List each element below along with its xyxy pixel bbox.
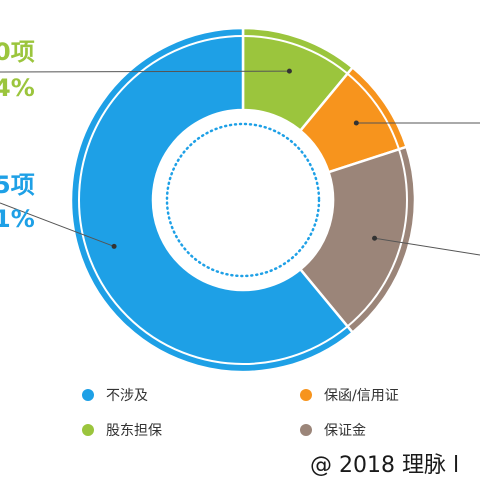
legend: 不涉及 保函/信用证 股东担保 保证金 [82, 388, 399, 439]
callout-bushe: 5项 1% [0, 171, 35, 233]
legend-item-baozhengjin: 保证金 [300, 423, 366, 439]
legend-item-baohan: 保函/信用证 [300, 388, 399, 404]
legend-swatch [82, 389, 94, 401]
legend-label-gudong: 股东担保 [106, 423, 162, 439]
leader-baozhengjin [374, 237, 480, 256]
leader-lines [0, 68, 480, 256]
legend-label-baohan: 保函/信用证 [324, 388, 399, 404]
legend-swatch [300, 389, 312, 401]
donut-slices [69, 26, 417, 374]
leader-bushe-dot [111, 243, 117, 249]
legend-item-gudong: 股东担保 [82, 423, 162, 439]
legend-label-bushe: 不涉及 [106, 388, 148, 404]
callout-bushe-count: 5项 [0, 171, 35, 199]
legend-label-baozhengjin: 保证金 [324, 423, 366, 439]
legend-swatch [82, 424, 94, 436]
donut-inner-dotted-ring [165, 122, 321, 278]
legend-item-bushe: 不涉及 [82, 388, 148, 404]
leader-gudong [0, 70, 290, 73]
donut-slice-3 [298, 145, 417, 335]
leader-gudong-dot [286, 68, 292, 74]
callout-gushu-percent: 4% [0, 74, 35, 102]
callout-gushu-count: 0项 [0, 38, 35, 66]
leader-baohan-dot [353, 120, 359, 126]
leader-baozhengjin-dot [372, 235, 378, 241]
callout-bushe-percent: 1% [0, 205, 35, 233]
donut-slice-4 [69, 26, 355, 374]
callout-gushu: 0项 4% [0, 38, 35, 102]
credit-watermark: @ 2018 理脉 l [310, 453, 459, 478]
leader-bushe [0, 202, 115, 247]
donut-inner-separator-ring [78, 35, 408, 365]
legend-swatch [300, 424, 312, 436]
